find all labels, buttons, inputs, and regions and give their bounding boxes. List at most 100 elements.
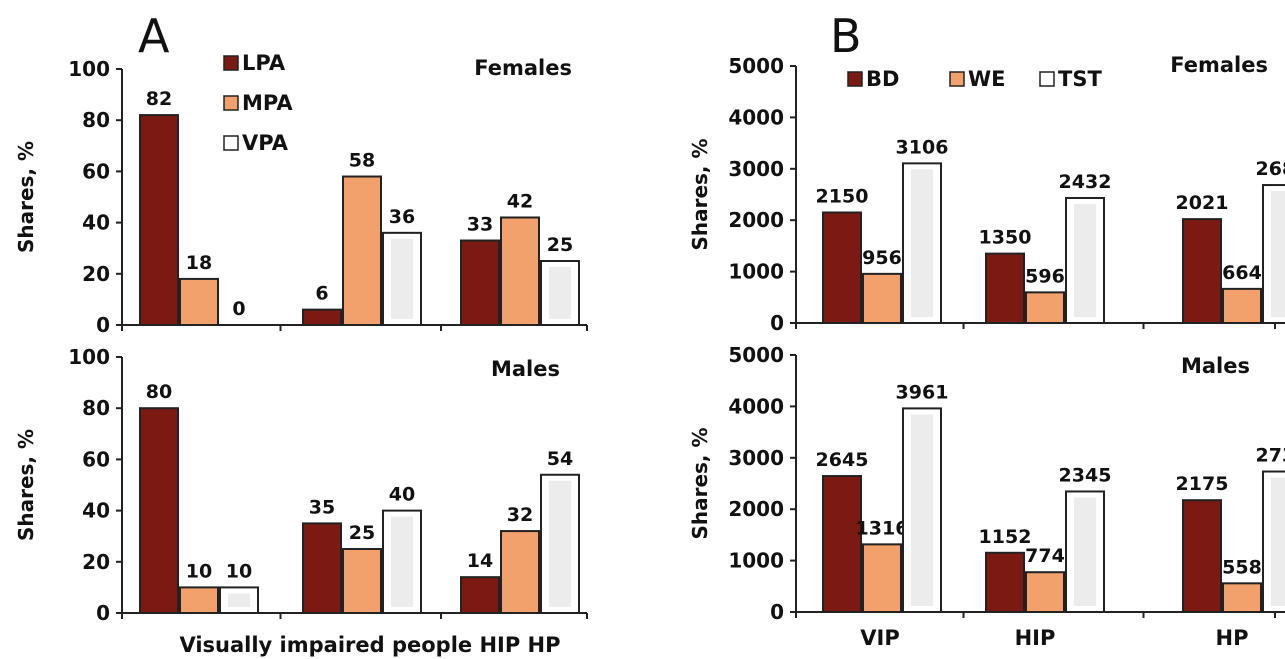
data-label: 36 <box>389 206 415 228</box>
bar-lpa <box>460 576 500 614</box>
y-tick-label: 0 <box>770 311 784 335</box>
bar-bd <box>985 252 1025 324</box>
data-label: 40 <box>389 484 415 506</box>
bar-vpa <box>219 586 259 615</box>
data-label: 2432 <box>1059 171 1112 193</box>
legend-swatch-mpa <box>223 95 239 111</box>
data-label: 956 <box>862 247 902 269</box>
data-label: 2645 <box>816 449 869 471</box>
data-label: 6 <box>315 283 328 305</box>
bar-shading <box>228 593 250 607</box>
y-tick-label: 100 <box>68 345 110 369</box>
bar-shading <box>911 414 933 606</box>
bar-shading <box>911 169 933 317</box>
bar-lpa <box>302 522 342 615</box>
bar-shading <box>1074 497 1096 606</box>
data-label: 3961 <box>896 381 949 403</box>
y-tick-label: 1000 <box>728 549 784 573</box>
y-tick-label: 60 <box>82 447 110 471</box>
data-label: 58 <box>349 150 375 172</box>
data-label: 10 <box>186 560 212 582</box>
y-tick-label: 5000 <box>728 343 784 367</box>
bar-shading <box>1271 191 1285 317</box>
data-label: 2175 <box>1176 473 1229 495</box>
y-tick-label: 40 <box>82 499 110 523</box>
data-label: 1152 <box>979 526 1032 548</box>
bar-lpa <box>302 308 342 327</box>
bar-lpa <box>139 407 179 615</box>
bar-mpa <box>500 530 540 615</box>
data-label: 2345 <box>1059 464 1112 486</box>
y-tick-label: 2000 <box>728 497 784 521</box>
bar-shading <box>549 480 571 607</box>
data-label: 32 <box>507 504 533 526</box>
data-label: 42 <box>507 190 533 212</box>
data-label: 2684 <box>1256 158 1285 180</box>
bar-we <box>1025 291 1065 324</box>
bar-mpa <box>500 216 540 326</box>
x-category-label: VIP <box>860 626 899 650</box>
legend-label-vpa: VPA <box>242 131 289 155</box>
data-label: 80 <box>146 381 172 403</box>
data-label: 3106 <box>896 136 949 158</box>
y-tick-label: 20 <box>82 550 110 574</box>
y-tick-label: 4000 <box>728 394 784 418</box>
y-axis-label: Shares, % <box>14 429 38 541</box>
sex-label: Females <box>1170 53 1268 77</box>
bar-we <box>862 272 902 325</box>
bar-shading <box>549 267 571 319</box>
data-label: 774 <box>1025 545 1065 567</box>
y-axis-label: Shares, % <box>688 427 712 539</box>
y-tick-label: 0 <box>96 313 110 337</box>
data-label: 0 <box>232 298 245 320</box>
bar-bd <box>985 551 1025 613</box>
y-tick-label: 0 <box>770 600 784 624</box>
data-label: 18 <box>186 252 212 274</box>
y-axis-label: Shares, % <box>14 141 38 253</box>
data-label: 2150 <box>816 185 869 207</box>
bar-mpa <box>179 277 219 327</box>
bar-bd <box>822 475 862 613</box>
bar-we <box>1025 571 1065 613</box>
bar-we <box>862 543 902 614</box>
sex-label: Males <box>491 357 560 381</box>
legend-swatch-vpa <box>223 135 239 151</box>
y-tick-label: 80 <box>82 396 110 420</box>
bar-shading <box>1074 203 1096 317</box>
data-label: 25 <box>547 234 573 256</box>
bar-bd <box>1182 218 1222 325</box>
bar-bd <box>822 211 862 325</box>
y-tick-label: 100 <box>68 57 110 81</box>
data-label: 2733 <box>1256 445 1285 467</box>
legend-swatch-we <box>949 71 965 87</box>
y-axis-label: Shares, % <box>688 138 712 250</box>
x-category-label: HP <box>1216 626 1249 650</box>
bar-bd <box>1182 499 1222 613</box>
bar-we <box>1222 582 1262 613</box>
y-tick-label: 2000 <box>728 208 784 232</box>
y-tick-label: 20 <box>82 262 110 286</box>
legend-swatch-lpa <box>223 55 239 71</box>
sex-label: Males <box>1181 354 1250 378</box>
legend-label-mpa: MPA <box>242 91 293 115</box>
data-label: 35 <box>309 496 335 518</box>
bar-shading <box>1271 477 1285 606</box>
data-label: 664 <box>1222 262 1262 284</box>
y-tick-label: 80 <box>82 108 110 132</box>
data-label: 2021 <box>1176 192 1229 214</box>
x-axis-label: Visually impaired people HIP HP <box>179 633 560 657</box>
legend-label-lpa: LPA <box>242 51 286 75</box>
y-tick-label: 40 <box>82 211 110 235</box>
y-tick-label: 1000 <box>728 260 784 284</box>
bar-shading <box>391 516 413 607</box>
x-category-label: HIP <box>1015 626 1056 650</box>
bar-mpa <box>179 586 219 615</box>
y-tick-label: 0 <box>96 601 110 625</box>
legend-label-tst: TST <box>1058 67 1102 91</box>
y-tick-label: 60 <box>82 159 110 183</box>
data-label: 82 <box>146 88 172 110</box>
bar-lpa <box>139 114 179 326</box>
y-tick-label: 3000 <box>728 446 784 470</box>
data-label: 10 <box>226 560 252 582</box>
